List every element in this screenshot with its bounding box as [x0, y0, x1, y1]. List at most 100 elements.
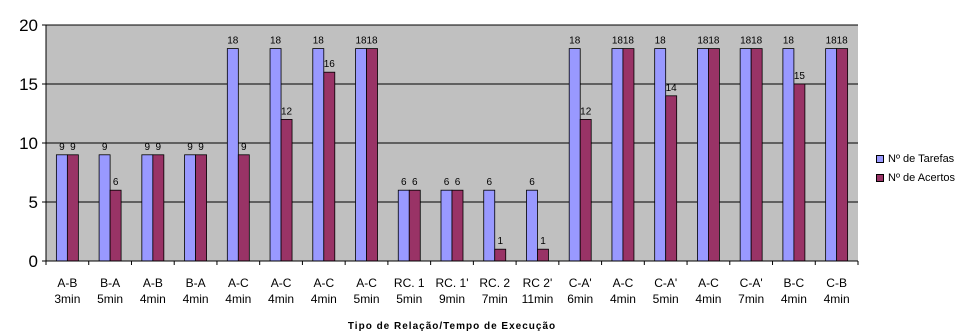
x-tick-label-type: C-A' [740, 276, 763, 290]
data-label-tarefas: 9 [102, 142, 108, 153]
bar-tarefas [141, 154, 154, 262]
legend-item-acertos: Nº de Acertos [876, 168, 955, 187]
x-tick-label-type: RC 2' [523, 276, 553, 290]
data-label-acertos: 9 [156, 142, 162, 153]
x-tick-label-type: RC. 1' [436, 276, 469, 290]
bar-acertos [622, 48, 635, 262]
bar-acertos [537, 248, 549, 262]
bar-tarefas [355, 48, 367, 262]
bar-tarefas [568, 48, 581, 262]
x-tick-label-time: 7min [482, 292, 508, 306]
bar-acertos [451, 189, 464, 262]
bar-tarefas [654, 48, 667, 262]
bar-acertos [152, 154, 165, 262]
data-label-tarefas: 18 [569, 36, 581, 47]
data-label-tarefas: 18 [612, 36, 624, 47]
data-label-acertos: 6 [455, 177, 461, 188]
x-tick-label-type: A-B [57, 276, 77, 290]
bar-tarefas [397, 189, 410, 262]
x-tick-label-time: 9min [439, 292, 465, 306]
y-tick-label: 10 [19, 134, 38, 153]
x-tick-label-time: 3min [54, 292, 80, 306]
data-label-acertos: 1 [497, 236, 503, 247]
x-tick-label-time: 4min [695, 292, 721, 306]
bar-acertos [793, 83, 806, 262]
data-label-acertos: 18 [366, 36, 378, 47]
x-tick-label-type: A-B [143, 276, 163, 290]
bar-tarefas [483, 189, 496, 262]
bar-acertos [494, 248, 507, 262]
x-tick-label-type: A-C [698, 276, 719, 290]
bar-acertos [836, 48, 849, 262]
data-label-acertos: 15 [794, 71, 806, 82]
data-label-tarefas: 6 [486, 177, 492, 188]
y-tick-label: 15 [19, 75, 38, 94]
x-tick-label-time: 4min [268, 292, 294, 306]
x-tick-label-type: A-C [613, 276, 634, 290]
legend-label-acertos: Nº de Acertos [888, 171, 955, 184]
data-label-tarefas: 18 [783, 36, 795, 47]
data-label-tarefas: 6 [529, 177, 535, 188]
bar-tarefas [697, 48, 709, 262]
data-label-acertos: 6 [113, 177, 119, 188]
x-tick-label-time: 4min [610, 292, 636, 306]
bar-tarefas [269, 48, 282, 262]
data-label-tarefas: 18 [313, 36, 325, 47]
data-label-acertos: 14 [666, 83, 678, 94]
x-tick-label-type: C-A' [654, 276, 677, 290]
legend-label-tarefas: Nº de Tarefas [888, 152, 955, 165]
data-label-acertos: 1 [540, 236, 546, 247]
bar-acertos [237, 154, 250, 262]
data-label-tarefas: 18 [740, 36, 752, 47]
data-label-acertos: 9 [198, 142, 204, 153]
x-tick-label-time: 4min [311, 292, 337, 306]
data-label-tarefas: 18 [826, 36, 838, 47]
x-tick-label-time: 4min [824, 292, 850, 306]
x-tick-label-time: 4min [225, 292, 251, 306]
x-tick-label-time: 11min [522, 292, 554, 306]
legend-swatch-acertos [876, 173, 884, 182]
data-label-tarefas: 9 [187, 142, 193, 153]
legend-item-tarefas: Nº de Tarefas [876, 149, 955, 168]
data-label-tarefas: 6 [444, 177, 450, 188]
data-label-tarefas: 18 [270, 36, 282, 47]
bar-acertos [195, 154, 207, 262]
bar-tarefas [55, 154, 68, 262]
data-label-acertos: 12 [281, 106, 293, 117]
data-label-tarefas: 18 [655, 36, 667, 47]
data-label-acertos: 18 [751, 36, 763, 47]
x-tick-label-time: 7min [738, 292, 764, 306]
bar-tarefas [611, 48, 624, 262]
data-label-tarefas: 18 [355, 36, 367, 47]
x-tick-label-type: A-C [356, 276, 377, 290]
data-label-acertos: 9 [70, 142, 76, 153]
data-label-tarefas: 9 [145, 142, 151, 153]
bar-tarefas [526, 189, 538, 262]
y-tick-label: 20 [19, 16, 38, 35]
x-tick-label-type: C-B [826, 276, 847, 290]
bar-acertos [579, 119, 592, 262]
x-tick-label-type: A-C [228, 276, 249, 290]
bar-tarefas [312, 48, 325, 262]
x-tick-label-time: 4min [183, 292, 209, 306]
x-tick-label-type: B-C [784, 276, 805, 290]
x-tick-label-time: 5min [97, 292, 123, 306]
bar-acertos [366, 48, 378, 262]
bar-acertos [323, 71, 336, 262]
data-label-acertos: 18 [708, 36, 720, 47]
bar-tarefas [98, 154, 111, 262]
data-label-acertos: 18 [837, 36, 849, 47]
bar-acertos [708, 48, 720, 262]
bar-tarefas [226, 48, 239, 262]
x-tick-label-type: C-A' [569, 276, 592, 290]
bar-tarefas [440, 189, 453, 262]
x-tick-label-type: RC. 2 [479, 276, 510, 290]
bar-acertos [408, 189, 421, 262]
data-label-tarefas: 9 [59, 142, 65, 153]
bar-acertos [750, 48, 763, 262]
bar-acertos [665, 95, 678, 262]
bar-tarefas [825, 48, 838, 262]
x-axis-title: Tipo de Relação/Tempo de Execução [348, 321, 556, 332]
x-tick-label-time: 5min [653, 292, 679, 306]
